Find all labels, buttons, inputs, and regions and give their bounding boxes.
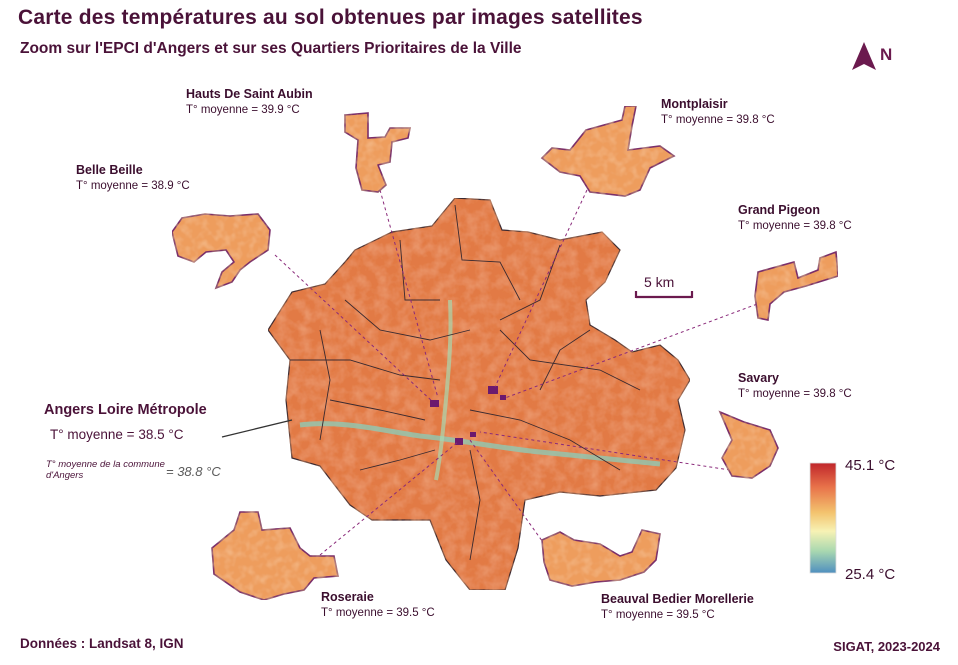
quartier-label-grand-pigeon: Grand Pigeon T° moyenne = 39.8 °C bbox=[738, 203, 852, 232]
quartier-name: Beauval Bedier Morellerie bbox=[601, 592, 754, 606]
quartier-temp: T° moyenne = 38.9 °C bbox=[76, 180, 190, 192]
north-arrow: N bbox=[850, 40, 910, 74]
inset-grand-pigeon bbox=[754, 250, 839, 321]
legend-colorbar bbox=[809, 462, 837, 574]
qpv-patches bbox=[430, 386, 506, 445]
legend-min-label: 25.4 °C bbox=[845, 566, 896, 583]
quartier-temp: T° moyenne = 39.5 °C bbox=[321, 607, 435, 619]
quartier-label-savary: Savary T° moyenne = 39.8 °C bbox=[738, 371, 852, 400]
metropole-name: Angers Loire Métropole bbox=[44, 402, 207, 418]
credit: SIGAT, 2023-2024 bbox=[833, 639, 940, 654]
quartier-temp: T° moyenne = 39.8 °C bbox=[661, 114, 775, 126]
page-title: Carte des températures au sol obtenues p… bbox=[18, 6, 643, 29]
quartier-name: Roseraie bbox=[321, 590, 374, 604]
commune-boundaries bbox=[290, 204, 641, 561]
commune-temp: = 38.8 °C bbox=[166, 464, 221, 479]
north-arrow-icon bbox=[852, 42, 876, 70]
scale-bar bbox=[634, 291, 694, 299]
quartier-label-roseraie: Roseraie T° moyenne = 39.5 °C bbox=[321, 590, 435, 619]
quartier-temp: T° moyenne = 39.8 °C bbox=[738, 388, 852, 400]
inset-roseraie bbox=[211, 511, 339, 601]
loire-river bbox=[299, 421, 661, 467]
inset-beauval bbox=[541, 529, 661, 587]
quartier-label-hauts-de-saint-aubin: Hauts De Saint Aubin T° moyenne = 39.9 °… bbox=[186, 87, 313, 116]
maine-river bbox=[434, 299, 453, 481]
qpv-insets bbox=[171, 105, 839, 601]
data-source: Données : Landsat 8, IGN bbox=[20, 636, 184, 651]
metropole-leader-line bbox=[221, 419, 293, 438]
leader-lines bbox=[274, 189, 769, 556]
inset-savary bbox=[718, 410, 779, 479]
metropole-temp: T° moyenne = 38.5 °C bbox=[50, 427, 184, 442]
quartier-name: Montplaisir bbox=[661, 97, 728, 111]
north-letter: N bbox=[880, 45, 893, 64]
quartier-name: Belle Beille bbox=[76, 163, 143, 177]
legend-max-label: 45.1 °C bbox=[845, 457, 896, 474]
inset-hauts-de-saint-aubin bbox=[344, 112, 411, 193]
commune-label: T° moyenne de la commune d'Angers bbox=[46, 459, 165, 481]
quartier-temp: T° moyenne = 39.8 °C bbox=[738, 220, 852, 232]
quartier-label-belle-beille: Belle Beille T° moyenne = 38.9 °C bbox=[76, 163, 190, 192]
quartier-label-beauval-bedier-morellerie: Beauval Bedier Morellerie T° moyenne = 3… bbox=[601, 592, 754, 621]
quartier-temp: T° moyenne = 39.5 °C bbox=[601, 609, 715, 621]
epci-heatmap bbox=[267, 197, 691, 591]
inset-montplaisir bbox=[540, 105, 676, 197]
quartier-name: Savary bbox=[738, 371, 780, 385]
quartier-name: Hauts De Saint Aubin bbox=[186, 87, 313, 101]
quartier-name: Grand Pigeon bbox=[738, 203, 820, 217]
page-subtitle: Zoom sur l'EPCI d'Angers et sur ses Quar… bbox=[20, 40, 522, 57]
inset-belle-beille bbox=[171, 213, 271, 290]
scale-bar-label: 5 km bbox=[644, 274, 675, 290]
quartier-temp: T° moyenne = 39.9 °C bbox=[186, 104, 300, 116]
quartier-label-montplaisir: Montplaisir T° moyenne = 39.8 °C bbox=[661, 97, 775, 126]
